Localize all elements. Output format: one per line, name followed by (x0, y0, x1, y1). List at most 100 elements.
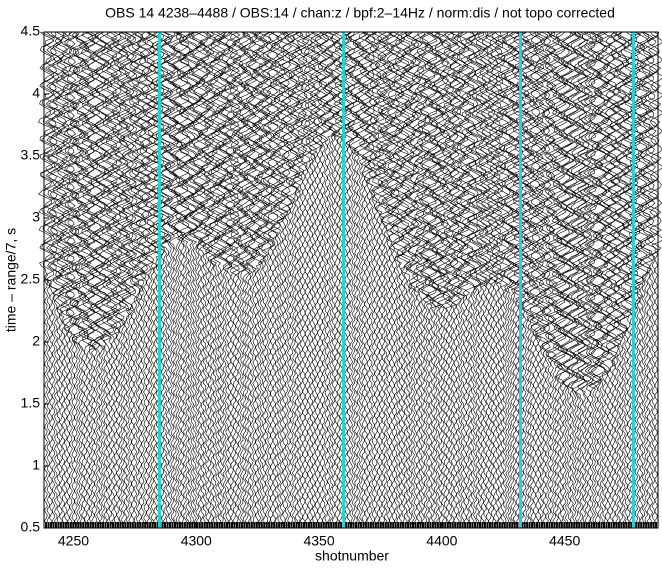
trace (436, 31, 454, 525)
trace-foot (166, 522, 169, 528)
trace-foot (528, 522, 531, 528)
trace-foot (350, 522, 353, 528)
trace-foot (258, 522, 261, 528)
trace-foot (607, 522, 610, 528)
trace (105, 31, 121, 525)
trace (545, 31, 563, 525)
trace-foot (263, 522, 266, 528)
trace-foot (560, 522, 563, 528)
trace-foot (357, 522, 360, 528)
trace-foot (54, 522, 57, 528)
trace-foot (538, 522, 541, 528)
trace-foot (253, 522, 256, 528)
y-tick-label: 4.5 (21, 23, 41, 39)
trace (145, 31, 160, 525)
trace (134, 31, 151, 525)
trace-foot (541, 522, 543, 528)
trace-foot (183, 522, 186, 528)
trace-foot (107, 522, 109, 528)
trace-foot (486, 522, 489, 528)
trace-foot (513, 522, 516, 528)
trace (63, 31, 79, 524)
trace-foot (384, 522, 387, 528)
trace (469, 31, 486, 525)
trace-foot (625, 522, 628, 528)
trace-foot (570, 522, 573, 528)
trace-foot (617, 522, 620, 528)
trace-foot (156, 522, 159, 528)
trace-foot (402, 522, 405, 528)
trace (268, 31, 284, 525)
trace-foot (417, 522, 419, 528)
trace (534, 31, 550, 525)
trace-foot (141, 522, 144, 528)
trace (137, 31, 154, 525)
trace-foot (409, 522, 412, 528)
trace-foot (421, 522, 424, 528)
trace (568, 31, 585, 525)
y-axis-label: time – range/7, s (3, 228, 19, 332)
trace (109, 31, 126, 525)
trace (258, 31, 275, 525)
trace-foot (74, 522, 77, 528)
trace (167, 31, 183, 525)
trace-foot (553, 522, 556, 528)
trace-foot (99, 522, 102, 528)
trace (236, 31, 252, 525)
trace-foot (481, 522, 484, 528)
trace-foot (585, 522, 588, 528)
trace (620, 31, 637, 525)
trace-foot (449, 522, 452, 528)
trace-foot (647, 522, 650, 528)
trace (95, 31, 111, 525)
trace-foot (288, 522, 291, 528)
trace-foot (211, 522, 214, 528)
trace-foot (161, 522, 164, 528)
trace (543, 31, 560, 525)
trace-foot (568, 522, 571, 528)
trace (384, 31, 402, 525)
trace-foot (154, 522, 157, 528)
y-tick-label: 4 (32, 85, 40, 101)
trace (159, 31, 176, 525)
trace (231, 31, 248, 525)
trace-foot (206, 522, 209, 528)
trace-foot (126, 522, 129, 528)
trace (353, 31, 369, 525)
trace (196, 31, 213, 525)
trace (212, 32, 227, 525)
trace-foot (302, 522, 305, 528)
trace-foot (270, 522, 273, 528)
trace-foot (295, 522, 298, 528)
trace (576, 31, 592, 525)
marker-line (631, 32, 635, 528)
trace-foot (139, 522, 142, 528)
trace-foot (196, 522, 199, 528)
trace-foot (340, 522, 343, 528)
trace-foot (181, 522, 184, 528)
trace-foot (555, 522, 558, 528)
trace (201, 31, 218, 525)
trace-foot (441, 522, 444, 528)
trace-foot (531, 522, 534, 528)
trace-foot (285, 522, 288, 528)
trace (424, 31, 442, 525)
y-tick-label: 1 (32, 457, 40, 473)
trace (484, 31, 500, 525)
trace (112, 31, 129, 525)
trace-foot (293, 522, 295, 528)
trace-foot (238, 522, 241, 528)
trace (194, 31, 210, 525)
trace-foot (627, 522, 630, 528)
trace-foot (233, 522, 236, 528)
trace-foot (47, 522, 50, 528)
trace-foot (374, 522, 377, 528)
trace-foot (595, 522, 598, 528)
trace-foot (151, 522, 154, 528)
trace-foot (364, 522, 367, 528)
trace-foot (305, 522, 308, 528)
trace (460, 31, 476, 525)
trace (288, 31, 304, 525)
trace (251, 31, 268, 525)
